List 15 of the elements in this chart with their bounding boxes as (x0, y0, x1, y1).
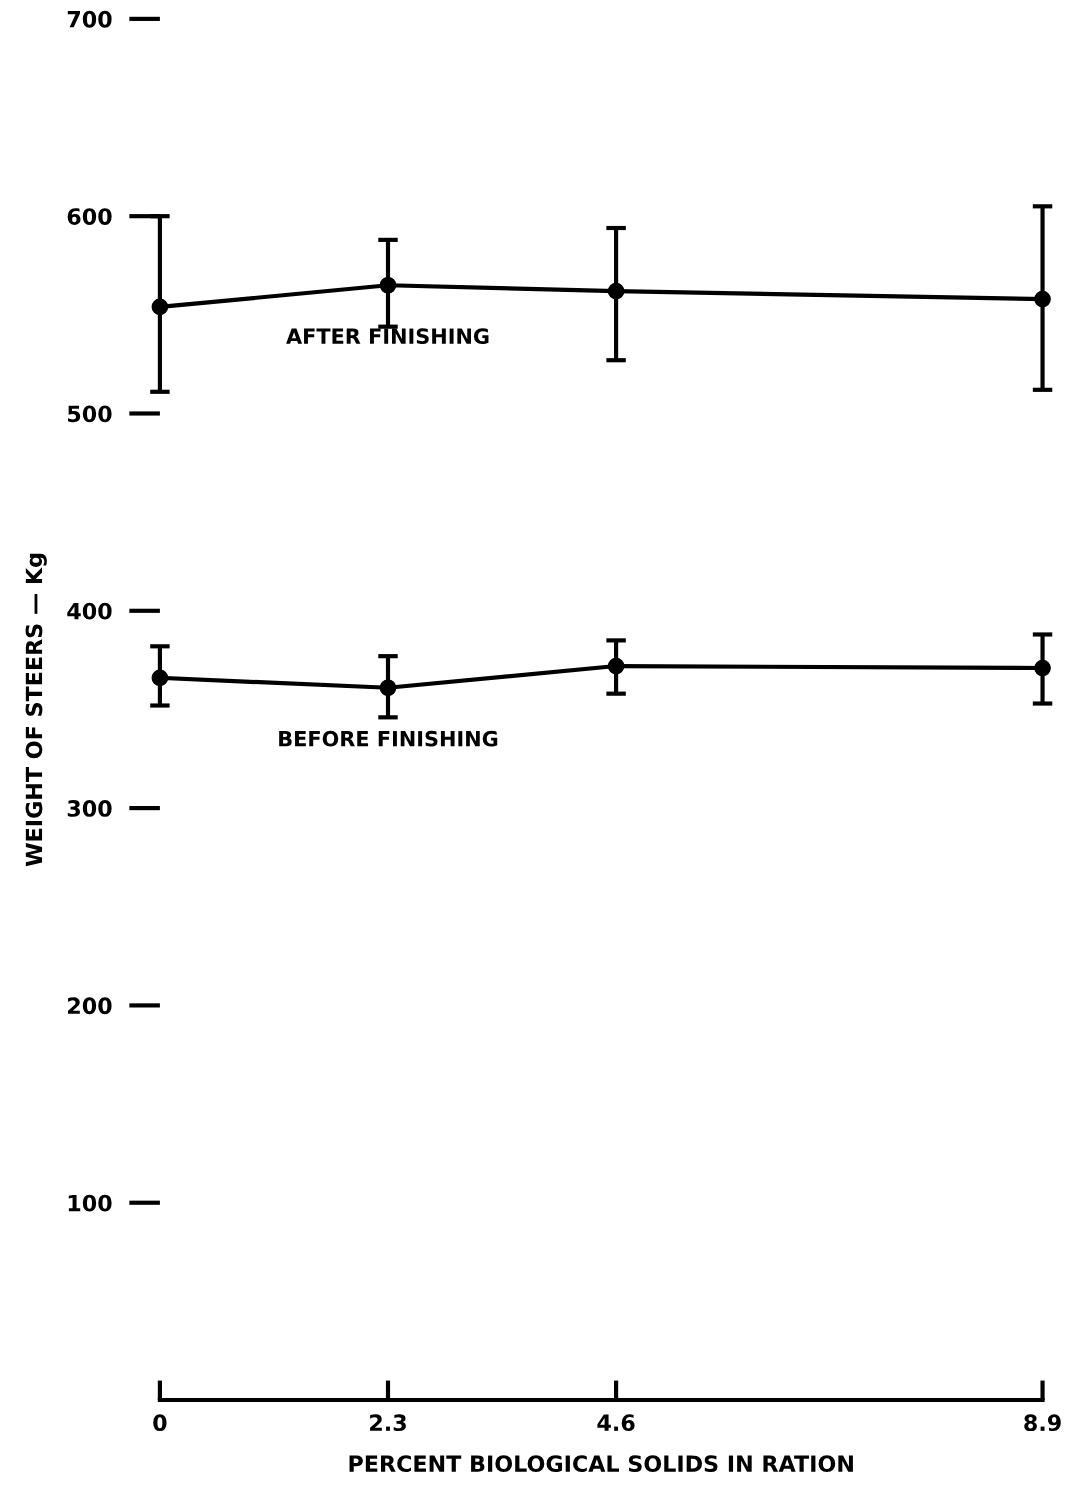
x-tick-label: 0 (153, 1414, 167, 1432)
x-tick-label: 4.6 (597, 1414, 635, 1432)
y-tick-label: 100 (68, 1194, 112, 1212)
y-tick-label: 500 (68, 405, 112, 423)
y-tick-label: 600 (67, 208, 112, 225)
x-tick-label: 2.3 (370, 1414, 406, 1432)
y-tick-label: 700 (67, 10, 112, 28)
y-tick-label: 300 (67, 800, 112, 817)
x-tick-label: 8.9 (1024, 1414, 1061, 1432)
x-axis-title: PERCENT BIOLOGICAL SOLIDS IN RATION (349, 1455, 853, 1473)
y-tick-label: 200 (68, 997, 112, 1015)
text: BEFORE FINISHING (279, 730, 498, 747)
series-label: AFTER FINISHING (286, 328, 489, 345)
y-tick-label: 400 (67, 602, 112, 620)
y-axis-title: WEIGHT OF STEERS — Kg (25, 553, 47, 867)
